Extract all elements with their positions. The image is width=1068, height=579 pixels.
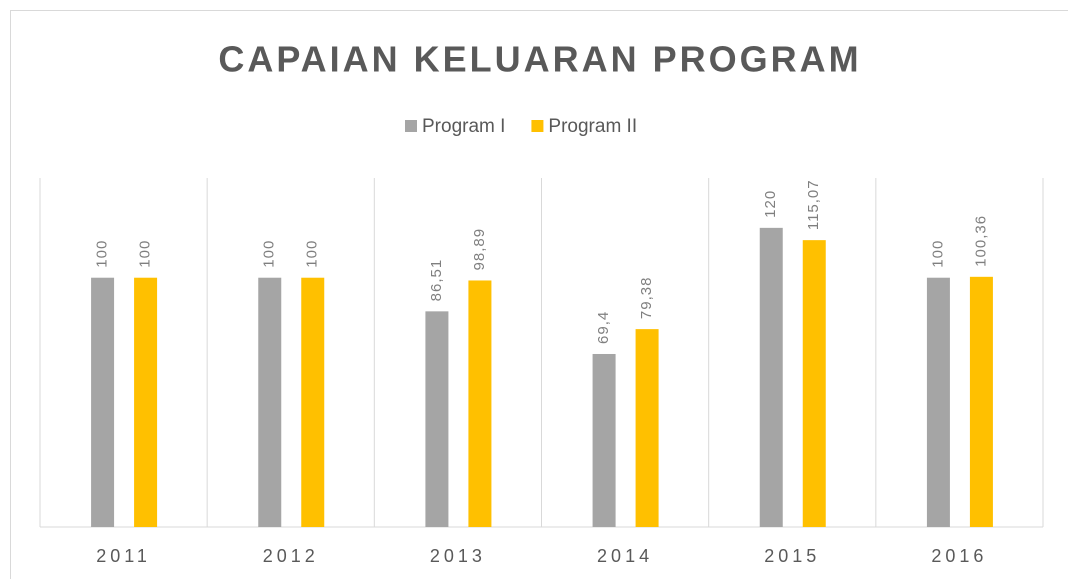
chart-title: CAPAIAN KELUARAN PROGRAM xyxy=(218,39,861,80)
bar xyxy=(258,277,282,527)
bar xyxy=(802,240,826,528)
data-label: 69,4 xyxy=(595,311,612,344)
data-label: 100 xyxy=(137,240,154,268)
legend-label: Program II xyxy=(548,116,637,137)
legend-label: Program I xyxy=(422,116,505,137)
data-label: 120 xyxy=(762,190,779,218)
data-label: 100 xyxy=(304,240,321,268)
chart-border xyxy=(10,10,1068,579)
legend-swatch xyxy=(531,120,544,132)
data-label: 100,36 xyxy=(972,215,989,267)
bar xyxy=(468,280,492,527)
legend-swatch xyxy=(405,120,417,132)
data-label: 100 xyxy=(94,240,111,268)
x-tick-label: 2012 xyxy=(263,546,319,566)
x-tick-label: 2013 xyxy=(430,546,486,566)
x-tick-label: 2015 xyxy=(764,546,820,566)
bar xyxy=(635,329,659,527)
bar xyxy=(759,227,783,527)
data-label: 100 xyxy=(261,240,278,268)
bar xyxy=(926,277,950,527)
data-label: 86,51 xyxy=(428,259,445,302)
bar xyxy=(301,277,325,527)
bar xyxy=(91,277,115,527)
bar xyxy=(425,311,449,527)
data-label: 79,38 xyxy=(638,277,655,320)
data-label: 115,07 xyxy=(805,179,822,230)
bar xyxy=(592,353,616,527)
bar xyxy=(134,277,158,527)
x-tick-label: 2016 xyxy=(931,546,987,566)
data-label: 98,89 xyxy=(471,228,488,271)
x-tick-label: 2014 xyxy=(597,546,653,566)
x-tick-label: 2011 xyxy=(96,546,151,566)
legend: Program I Program II xyxy=(405,116,637,137)
bar xyxy=(969,276,993,527)
data-label: 100 xyxy=(929,240,946,268)
